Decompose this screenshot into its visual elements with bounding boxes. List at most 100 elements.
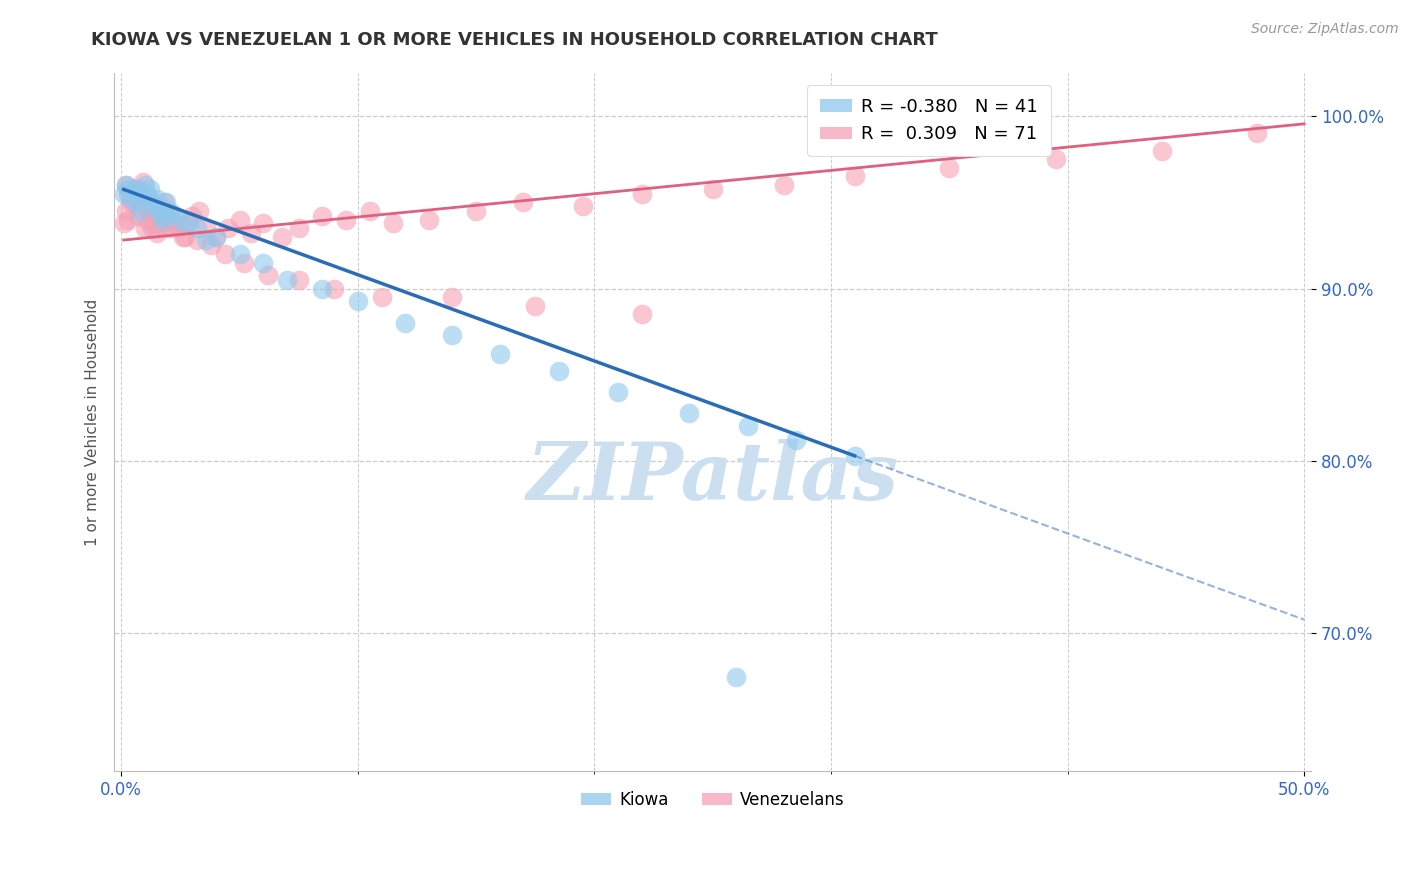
Point <box>394 316 416 330</box>
Point <box>134 178 156 192</box>
Point <box>571 199 593 213</box>
Point <box>488 347 510 361</box>
Point <box>127 195 149 210</box>
Point <box>252 216 274 230</box>
Point <box>169 212 191 227</box>
Point <box>141 221 163 235</box>
Point <box>1045 152 1067 166</box>
Point <box>382 216 405 230</box>
Point <box>524 299 547 313</box>
Point <box>146 192 169 206</box>
Point <box>186 233 208 247</box>
Point <box>347 293 370 308</box>
Point <box>228 247 250 261</box>
Point <box>725 669 748 683</box>
Point <box>157 203 180 218</box>
Point <box>702 181 724 195</box>
Point <box>136 212 159 227</box>
Point <box>122 186 145 201</box>
Point <box>678 406 700 420</box>
Point <box>335 212 357 227</box>
Point <box>127 209 149 223</box>
Point <box>276 273 298 287</box>
Point <box>176 216 198 230</box>
Legend: Kiowa, Venezuelans: Kiowa, Venezuelans <box>574 784 852 815</box>
Point <box>844 449 866 463</box>
Point <box>607 384 630 399</box>
Point <box>120 195 142 210</box>
Point <box>217 221 239 235</box>
Point <box>228 212 250 227</box>
Point <box>186 221 208 235</box>
Point <box>129 199 152 213</box>
Point <box>205 229 228 244</box>
Point <box>157 221 180 235</box>
Point <box>287 273 309 287</box>
Point <box>172 229 194 244</box>
Point <box>120 192 142 206</box>
Point <box>441 290 464 304</box>
Point <box>257 268 280 282</box>
Point <box>112 216 135 230</box>
Point <box>115 178 138 192</box>
Point <box>311 281 333 295</box>
Point <box>162 212 184 227</box>
Point <box>150 219 173 234</box>
Text: KIOWA VS VENEZUELAN 1 OR MORE VEHICLES IN HOUSEHOLD CORRELATION CHART: KIOWA VS VENEZUELAN 1 OR MORE VEHICLES I… <box>91 31 938 49</box>
Point <box>200 238 222 252</box>
Point <box>844 169 866 184</box>
Point <box>122 192 145 206</box>
Point <box>548 364 571 378</box>
Point <box>138 181 160 195</box>
Point <box>1246 126 1268 140</box>
Point <box>465 203 488 218</box>
Point <box>127 181 149 195</box>
Point <box>138 203 160 218</box>
Point <box>131 192 153 206</box>
Point <box>512 195 534 210</box>
Point <box>271 229 294 244</box>
Text: Source: ZipAtlas.com: Source: ZipAtlas.com <box>1251 22 1399 37</box>
Point <box>176 216 198 230</box>
Point <box>370 290 392 304</box>
Point <box>150 212 173 227</box>
Point <box>117 186 139 201</box>
Point <box>311 209 333 223</box>
Point <box>143 216 166 230</box>
Point <box>195 233 218 247</box>
Point <box>737 419 759 434</box>
Point <box>167 221 190 235</box>
Point <box>115 203 138 218</box>
Point <box>112 186 135 201</box>
Point <box>205 229 228 244</box>
Point <box>214 247 236 261</box>
Point <box>772 178 794 192</box>
Point <box>124 181 146 195</box>
Point <box>117 212 139 227</box>
Point <box>233 255 256 269</box>
Point <box>252 255 274 269</box>
Point <box>630 186 652 201</box>
Point <box>181 209 204 223</box>
Point <box>155 212 177 227</box>
Y-axis label: 1 or more Vehicles in Household: 1 or more Vehicles in Household <box>86 299 100 546</box>
Point <box>153 209 176 223</box>
Point <box>240 227 263 241</box>
Point <box>146 199 169 213</box>
Point <box>195 221 218 235</box>
Point <box>146 227 169 241</box>
Point <box>141 195 163 210</box>
Point <box>1152 144 1174 158</box>
Point <box>138 203 160 218</box>
Point <box>785 434 807 448</box>
Point <box>131 175 153 189</box>
Point <box>148 209 170 223</box>
Point <box>122 185 145 199</box>
Point <box>117 181 139 195</box>
Point <box>174 229 197 244</box>
Point <box>188 203 211 218</box>
Text: ZIPatlas: ZIPatlas <box>527 439 898 516</box>
Point <box>938 161 960 175</box>
Point <box>131 186 153 201</box>
Point <box>115 178 138 192</box>
